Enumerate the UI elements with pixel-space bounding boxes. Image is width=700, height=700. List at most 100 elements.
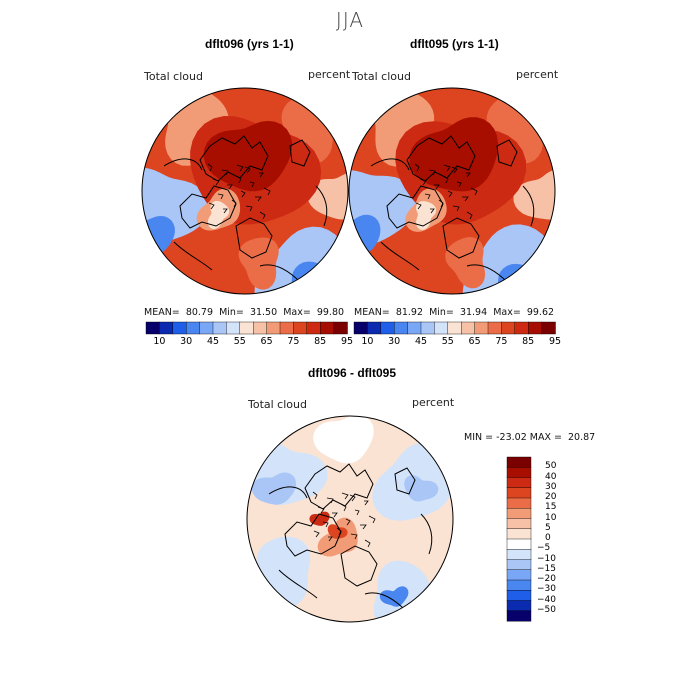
colorbar-tick-label: 10 [545, 512, 557, 523]
coastline [522, 185, 535, 227]
island-outline [249, 181, 255, 188]
island-outline [442, 175, 449, 184]
colorbar-swatch [506, 508, 532, 520]
coastline [179, 185, 237, 229]
diff-colorbar-ticks: 50 40 30 20 15 10 5 0 −5 −10 −15 −20 −30 −40 −50 [537, 457, 577, 621]
island-outline [349, 494, 356, 502]
panel2-variable-label: Total cloud [352, 70, 411, 83]
coastline [340, 545, 378, 587]
island-outline [313, 530, 320, 538]
island-outline [430, 208, 435, 214]
panel1-units-label: percent [308, 68, 351, 81]
panel1-colorbar-ticks: 10 30 45 55 65 75 85 95 [146, 336, 353, 350]
coastline [466, 264, 508, 283]
colorbar-tick-label: 30 [388, 336, 401, 347]
diff-colorbar [506, 456, 532, 622]
panel1-max-value: 99.80 [316, 307, 345, 318]
colorbar-swatch [252, 321, 268, 335]
island-outline [223, 208, 228, 214]
diff-polar-map [246, 415, 454, 623]
island-outline [231, 199, 237, 208]
colorbar-tick-label: 30 [180, 336, 193, 347]
colorbar-swatch [487, 321, 503, 335]
panel1-title: dflt096 (yrs 1-1) [205, 37, 294, 51]
island-outline [259, 172, 264, 178]
colorbar-tick-label: −50 [537, 604, 556, 615]
contour-fill [291, 261, 348, 294]
island-outline [438, 199, 444, 208]
contour-fill [307, 172, 348, 220]
panel2-units-label: percent [516, 68, 559, 81]
island-outline [364, 500, 369, 506]
colorbar-tick-label: 5 [545, 522, 551, 533]
colorbar-swatch [506, 569, 532, 581]
island-outline [341, 492, 349, 500]
island-outline [255, 196, 262, 202]
contour-fill [256, 536, 311, 607]
colorbar-swatch [407, 321, 422, 335]
colorbar-tick-label: 30 [545, 481, 557, 492]
colorbar-tick-label: −15 [537, 563, 556, 574]
colorbar-swatch [226, 321, 241, 335]
island-outline [462, 196, 469, 202]
island-outline [221, 169, 229, 176]
panel2-mean-label: MEAN= [354, 307, 390, 318]
island-outline [424, 193, 431, 200]
colorbar-swatch [506, 467, 532, 479]
colorbar-swatch [212, 321, 228, 335]
colorbar-swatch [506, 549, 532, 561]
colorbar-tick-label: 15 [545, 502, 557, 513]
colorbar-tick-label: 55 [233, 336, 246, 347]
island-outline [466, 211, 473, 220]
coastline [235, 217, 273, 259]
island-outline [227, 184, 233, 190]
panel1-colorbar [145, 321, 348, 335]
diff-title: dflt096 - dflt095 [308, 366, 397, 380]
panel2-polar-map [348, 87, 556, 295]
island-outline [263, 187, 271, 196]
colorbar-tick-label: 85 [522, 336, 535, 347]
island-outline [212, 178, 220, 186]
contour-fill [327, 524, 348, 539]
island-outline [354, 509, 360, 516]
contour-fill [416, 201, 437, 230]
panel2-max-label: Max= [493, 307, 521, 318]
panel2-title: dflt095 (yrs 1-1) [410, 37, 499, 51]
colorbar-swatch [186, 321, 201, 335]
colorbar-tick-label: 85 [314, 336, 327, 347]
colorbar-swatch [353, 321, 369, 335]
coastline [420, 513, 433, 555]
island-outline [236, 164, 244, 172]
colorbar-swatch [199, 321, 214, 335]
colorbar-swatch [266, 321, 281, 335]
colorbar-swatch [279, 321, 295, 335]
coastline [370, 158, 410, 171]
island-outline [240, 190, 246, 198]
island-outline [470, 187, 478, 196]
colorbar-swatch [501, 321, 516, 335]
panel1-max-label: Max= [283, 307, 311, 318]
colorbar-swatch [293, 321, 308, 335]
coastline [199, 135, 269, 182]
contour-fill [238, 237, 279, 290]
panel2-colorbar-ticks: 10 30 45 55 65 75 85 95 [354, 336, 561, 350]
colorbar-swatch [239, 321, 254, 335]
island-outline [207, 163, 213, 172]
colorbar-swatch [506, 518, 532, 530]
island-outline [350, 533, 358, 540]
island-outline [456, 181, 462, 188]
colorbar-swatch [159, 321, 174, 335]
island-outline [364, 539, 371, 548]
coastline [259, 264, 301, 283]
island-outline [217, 193, 224, 200]
colorbar-swatch [306, 321, 321, 335]
coastline [442, 217, 480, 259]
colorbar-swatch [506, 497, 532, 509]
island-outline [336, 527, 342, 536]
colorbar-tick-label: 75 [287, 336, 300, 347]
panel2-stats: MEAN= 81.92 Min= 31.94 Max= 99.62 [354, 307, 554, 318]
contour-fill [349, 169, 416, 245]
coastline [496, 139, 518, 167]
colorbar-tick-label: 10 [361, 336, 374, 347]
panel2-colorbar [353, 321, 556, 335]
